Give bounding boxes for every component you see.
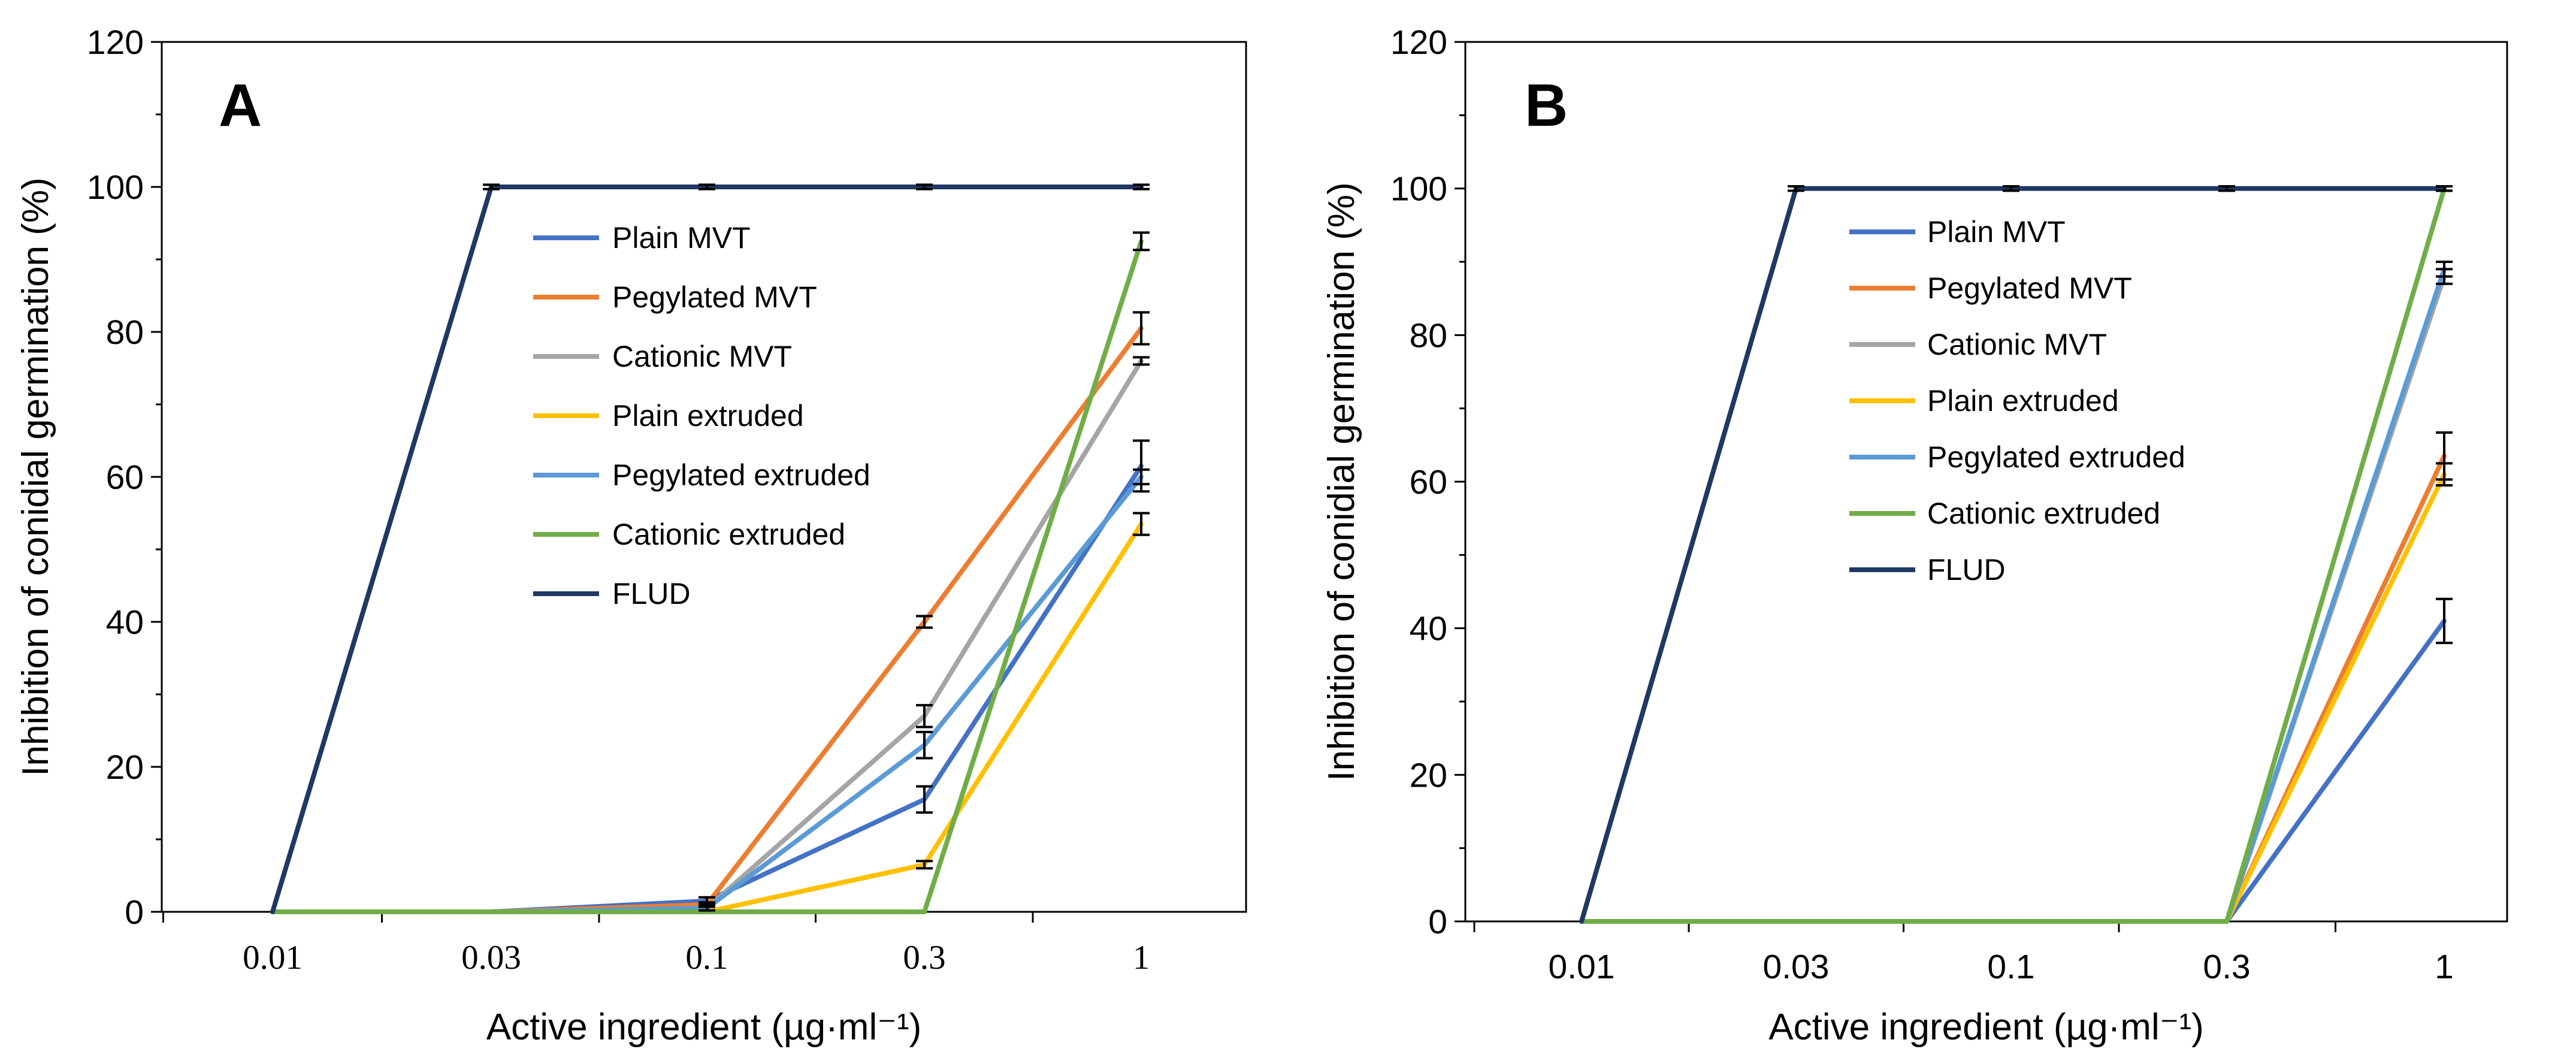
y-tick-label: 20: [1410, 756, 1447, 794]
x-tick-label: 0.1: [685, 939, 728, 977]
series-line-4: [1579, 267, 2447, 924]
panel-label: A: [219, 72, 262, 139]
x-tick-label: 0.01: [243, 939, 303, 977]
legend-label: Plain MVT: [1927, 215, 2066, 249]
x-tick-label: 1: [1133, 939, 1150, 977]
y-tick-label: 0: [1428, 903, 1447, 941]
y-axis-title: Inhibition of conidial germination (%): [15, 177, 56, 776]
x-axis-title: Active ingredient (µg·ml⁻¹): [1768, 1006, 2204, 1048]
y-tick-label: 80: [1410, 316, 1447, 355]
x-axis-title: Active ingredient (µg·ml⁻¹): [486, 1006, 922, 1048]
legend-label: FLUD: [612, 577, 691, 610]
y-tick-label: 100: [1390, 170, 1447, 208]
legend-label: Pegylated extruded: [612, 458, 870, 492]
legend-label: Pegylated MVT: [612, 280, 817, 314]
x-tick-label: 0.01: [1549, 948, 1615, 986]
legend-label: Plain extruded: [1927, 384, 2119, 418]
y-tick-label: 60: [106, 458, 144, 497]
x-tick-label: 0.3: [2203, 948, 2250, 986]
legend-label: Pegylated MVT: [1927, 271, 2132, 305]
y-tick-label: 60: [1410, 463, 1447, 501]
legend-label: Cationic MVT: [1927, 328, 2107, 361]
x-tick-label: 1: [2435, 948, 2454, 986]
y-tick-label: 120: [1390, 23, 1447, 62]
legend-label: Plain MVT: [612, 221, 751, 255]
y-axis-title: Inhibition of conidial germination (%): [1321, 182, 1362, 781]
legend-label: Cationic MVT: [612, 340, 792, 373]
y-tick-label: 100: [87, 168, 144, 207]
x-tick-label: 0.03: [1763, 948, 1830, 986]
panel-b: 0 20 40 60 80 100 120 0.01 0.03 0.1 0.3 1 Active ing…: [1321, 23, 2508, 1048]
series-line-2: [1579, 274, 2447, 924]
legend-label: Pegylated extruded: [1927, 440, 2185, 474]
y-tick-label: 20: [106, 748, 144, 787]
x-tick-label: 0.1: [1987, 948, 2034, 986]
series-line-5: [270, 238, 1144, 914]
y-tick-label: 0: [125, 893, 144, 932]
series-line-5: [1579, 186, 2447, 924]
panel-label: B: [1525, 72, 1568, 139]
x-tick-label: 0.3: [903, 939, 945, 977]
y-tick-label: 40: [1410, 610, 1447, 648]
legend-label: Cationic extruded: [612, 518, 845, 551]
legend-label: FLUD: [1927, 553, 2006, 587]
y-tick-label: 120: [87, 23, 144, 62]
panel-a: 0 20 40 60 80 100 120 0.01 0.03 0.1 0.3 1 Active ing…: [15, 23, 1247, 1048]
y-tick-label: 40: [106, 603, 144, 642]
series-line-3: [270, 521, 1144, 914]
y-tick-label: 80: [106, 313, 144, 352]
x-tick-label: 0.03: [461, 939, 521, 977]
series-line-3: [1579, 471, 2447, 924]
legend-label: Plain extruded: [612, 399, 804, 433]
legend-label: Cationic extruded: [1927, 497, 2160, 530]
